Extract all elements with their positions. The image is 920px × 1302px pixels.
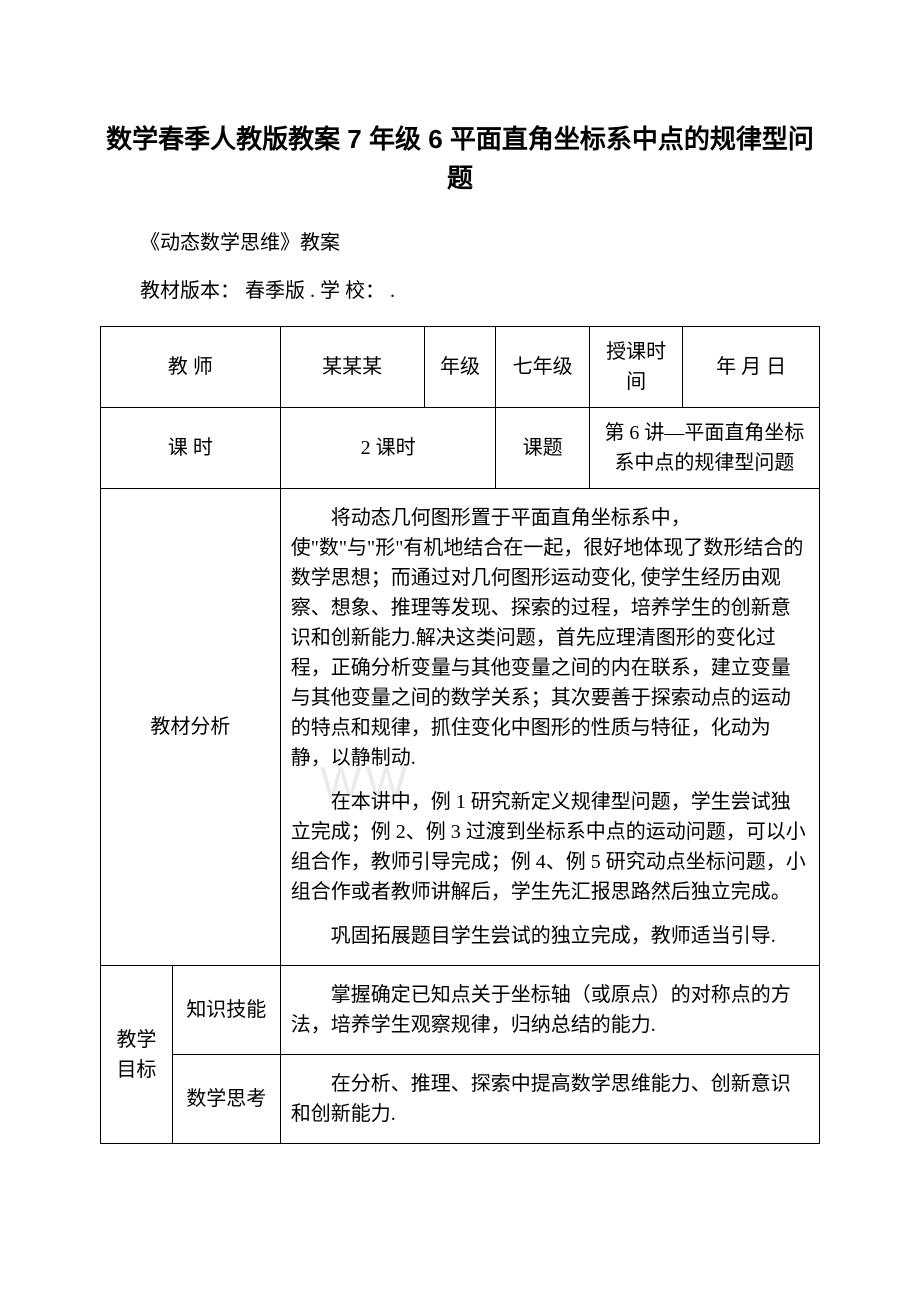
analysis-p2: 在本讲中，例 1 研究新定义规律型问题，学生尝试独立完成；例 2、例 3 过渡到…: [291, 787, 809, 907]
table-row: 教学目标 知识技能 掌握确定已知点关于坐标轴（或原点）的对称点的方法，培养学生观…: [101, 966, 820, 1055]
table-row: 数学思考 在分析、推理、探索中提高数学思维能力、创新意识和创新能力.: [101, 1055, 820, 1144]
goals-r1-label: 知识技能: [172, 966, 280, 1055]
period-value: 2 课时: [280, 408, 496, 489]
goals-r2-value: 在分析、推理、探索中提高数学思维能力、创新意识和创新能力.: [280, 1055, 819, 1144]
goals-r2-text: 在分析、推理、探索中提高数学思维能力、创新意识和创新能力.: [291, 1069, 809, 1129]
analysis-label: 教材分析: [101, 489, 281, 966]
table-row: 教 师 某某某 年级 七年级 授课时间 年 月 日: [101, 327, 820, 408]
analysis-p3: 巩固拓展题目学生尝试的独立完成，教师适当引导.: [291, 921, 809, 951]
teacher-value: 某某某: [280, 327, 424, 408]
document-subtitle: 《动态数学思维》教案: [100, 228, 820, 258]
table-row: 教材分析 将动态几何图形置于平面直角坐标系中，使"数"与"形"有机地结合在一起，…: [101, 489, 820, 966]
document-meta: 教材版本： 春季版 . 学 校： .: [100, 276, 820, 306]
goals-r1-text: 掌握确定已知点关于坐标轴（或原点）的对称点的方法，培养学生观察规律，归纳总结的能…: [291, 980, 809, 1040]
lesson-plan-table: 教 师 某某某 年级 七年级 授课时间 年 月 日 课 时 2 课时 课题 第 …: [100, 326, 820, 1144]
teacher-label: 教 师: [101, 327, 281, 408]
grade-label: 年级: [424, 327, 496, 408]
time-value: 年 月 日: [683, 327, 820, 408]
analysis-content: 将动态几何图形置于平面直角坐标系中，使"数"与"形"有机地结合在一起，很好地体现…: [280, 489, 819, 966]
period-label: 课 时: [101, 408, 281, 489]
analysis-p1: 将动态几何图形置于平面直角坐标系中，使"数"与"形"有机地结合在一起，很好地体现…: [291, 503, 809, 773]
goals-r2-label: 数学思考: [172, 1055, 280, 1144]
document-title: 数学春季人教版教案 7 年级 6 平面直角坐标系中点的规律型问题: [100, 120, 820, 198]
grade-value: 七年级: [496, 327, 589, 408]
topic-value: 第 6 讲—平面直角坐标系中点的规律型问题: [589, 408, 819, 489]
time-label: 授课时间: [589, 327, 682, 408]
goals-label: 教学目标: [101, 966, 173, 1144]
goals-r1-value: 掌握确定已知点关于坐标轴（或原点）的对称点的方法，培养学生观察规律，归纳总结的能…: [280, 966, 819, 1055]
topic-label: 课题: [496, 408, 589, 489]
table-row: 课 时 2 课时 课题 第 6 讲—平面直角坐标系中点的规律型问题: [101, 408, 820, 489]
